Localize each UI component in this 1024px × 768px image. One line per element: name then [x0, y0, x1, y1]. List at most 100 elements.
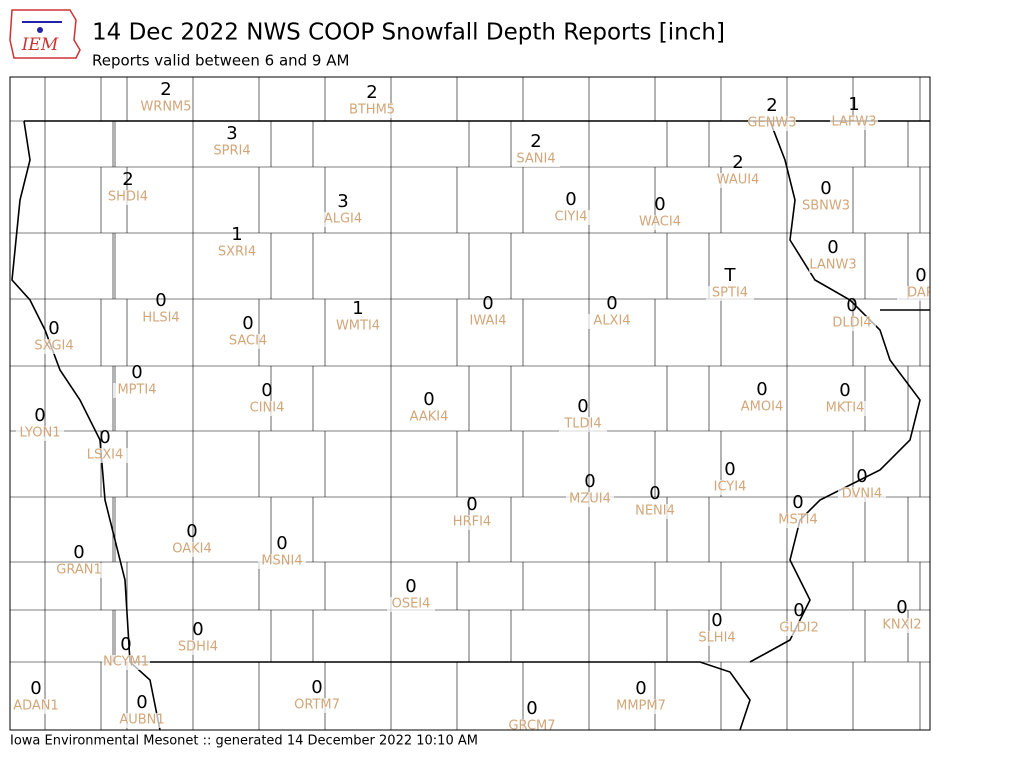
station-value: 0 — [915, 265, 926, 286]
station-id: GLDI2 — [779, 621, 818, 636]
station-label-bg — [636, 215, 684, 230]
station-label-bg — [258, 554, 306, 569]
station-value: 0 — [155, 290, 166, 311]
station-label-bg — [774, 513, 822, 528]
station-id: SLHI4 — [698, 631, 735, 646]
station-label-bg — [30, 339, 78, 354]
station-id: MMPM7 — [616, 699, 666, 714]
station-label-bg — [821, 401, 869, 416]
station-value: 0 — [120, 634, 131, 655]
station-value: 0 — [584, 471, 595, 492]
station-value: 0 — [34, 405, 45, 426]
station-label-bg — [113, 383, 161, 398]
station-id: SANI4 — [516, 152, 555, 167]
station-value: T — [724, 265, 737, 286]
station-value: 0 — [649, 483, 660, 504]
station-label-bg — [137, 311, 185, 326]
station-label-bg — [897, 286, 930, 301]
station-label-bg — [55, 563, 103, 578]
station-id: CIYI4 — [555, 210, 588, 225]
station-value: 1 — [231, 224, 242, 245]
station-id: AAKI4 — [410, 410, 449, 425]
station-id: ALGI4 — [324, 212, 362, 227]
state-border — [130, 661, 751, 730]
station-label-bg — [142, 100, 190, 115]
station-label-bg — [802, 199, 850, 214]
station-value: 2 — [366, 82, 377, 103]
station-label-bg — [16, 426, 64, 441]
station-value: 0 — [724, 459, 735, 480]
station-label-bg — [348, 103, 396, 118]
station-id: LSXI4 — [87, 448, 124, 463]
station-value: 0 — [311, 677, 322, 698]
station-id: MKTI4 — [826, 401, 865, 416]
station-id: GRAN1 — [56, 563, 101, 578]
state-border — [749, 120, 921, 663]
station-value: 0 — [793, 600, 804, 621]
station-id: SXGI4 — [34, 339, 73, 354]
station-value: 0 — [73, 542, 84, 563]
station-value: 0 — [635, 678, 646, 699]
station-id: WACI4 — [639, 215, 681, 230]
station-label-bg — [508, 719, 556, 730]
map-frame — [9, 76, 931, 731]
station-id: SXRI4 — [218, 245, 256, 260]
station-label-bg — [102, 655, 150, 670]
station-value: 0 — [756, 379, 767, 400]
station-id: SACI4 — [229, 334, 267, 349]
station-value: 0 — [711, 610, 722, 631]
station-label-bg — [224, 334, 272, 349]
station-id: LYON1 — [20, 426, 61, 441]
station-id: AMOI4 — [741, 400, 783, 415]
station-label-bg — [838, 487, 886, 502]
station-id: LAFW3 — [831, 115, 876, 130]
station-id: HRFI4 — [453, 515, 491, 530]
station-value: 0 — [820, 178, 831, 199]
station-id: TLDI4 — [563, 417, 601, 432]
station-value: 0 — [565, 189, 576, 210]
station-value: 0 — [792, 492, 803, 513]
station-value: 0 — [192, 619, 203, 640]
station-label-bg — [809, 258, 857, 273]
station-id: NCYM1 — [103, 655, 149, 670]
station-value: 0 — [405, 576, 416, 597]
station-label-bg — [319, 212, 367, 227]
station-id: ORTM7 — [294, 698, 340, 713]
station-id: ICYI4 — [714, 480, 747, 495]
station-value: 0 — [896, 597, 907, 618]
station-id: SHDI4 — [108, 190, 148, 205]
station-value: 0 — [99, 427, 110, 448]
station-value: 0 — [131, 362, 142, 383]
station-label-bg — [448, 515, 496, 530]
station-label-bg — [243, 401, 291, 416]
logo: IEM — [9, 9, 81, 59]
station-value: 0 — [846, 295, 857, 316]
station-id: OAKI4 — [172, 542, 212, 557]
station-value: 0 — [423, 389, 434, 410]
state-border — [11, 120, 161, 730]
station-id: HLSI4 — [142, 311, 179, 326]
station-value: 0 — [261, 380, 272, 401]
station-id: DLDI4 — [832, 316, 871, 331]
station-label-bg — [118, 713, 166, 728]
station-id: ADAN1 — [13, 699, 59, 714]
title: 14 Dec 2022 NWS COOP Snowfall Depth Repo… — [92, 20, 725, 46]
station-label-bg — [293, 698, 341, 713]
station-id: OSEI4 — [392, 597, 431, 612]
station-value: 0 — [839, 380, 850, 401]
station-value: 0 — [606, 293, 617, 314]
station-id: SDHI4 — [178, 640, 218, 655]
station-label-bg — [738, 400, 786, 415]
station-label-bg — [878, 618, 926, 633]
station-label-bg — [559, 417, 607, 432]
station-value: 0 — [827, 237, 838, 258]
station-label-bg — [631, 504, 679, 519]
station-id: LANW3 — [809, 258, 856, 273]
logo-text: IEM — [21, 35, 59, 55]
station-label-bg — [775, 621, 823, 636]
station-label-bg — [168, 542, 216, 557]
station-value: 2 — [530, 131, 541, 152]
